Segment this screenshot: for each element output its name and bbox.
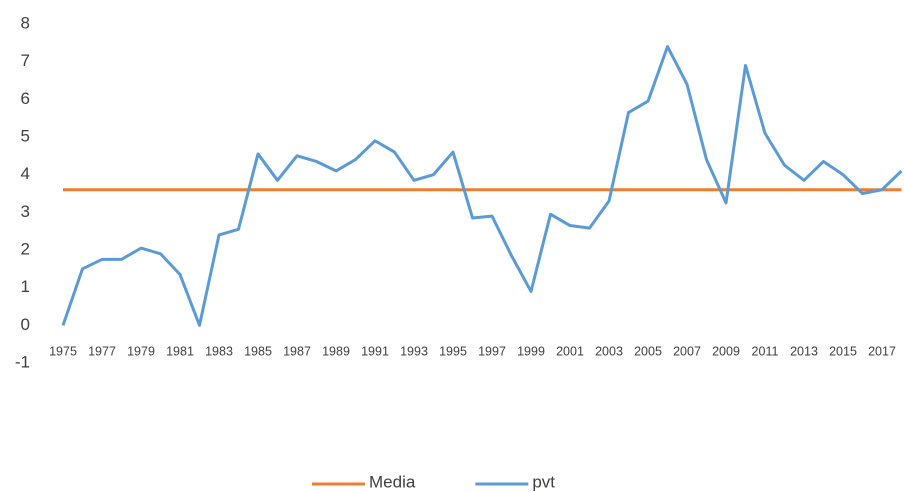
x-tick-label: 2009 <box>712 344 740 358</box>
y-tick-label: 1 <box>21 277 30 296</box>
x-tick-label: 1975 <box>49 344 77 358</box>
x-tick-label: 1981 <box>166 344 194 358</box>
x-tick-label: 2001 <box>556 344 584 358</box>
x-tick-label: 2003 <box>595 344 623 358</box>
x-tick-label: 2017 <box>868 344 896 358</box>
x-tick-label: 1985 <box>244 344 272 358</box>
x-tick-label: 2007 <box>673 344 701 358</box>
x-tick-label: 1983 <box>205 344 233 358</box>
y-tick-label: 5 <box>21 126 30 145</box>
x-tick-label: 1977 <box>88 344 116 358</box>
y-tick-label: 0 <box>21 315 30 334</box>
x-tick-label: 2011 <box>752 344 779 358</box>
x-tick-label: 1991 <box>361 344 389 358</box>
y-tick-label: -1 <box>15 352 30 371</box>
x-tick-label: 1997 <box>478 344 506 358</box>
legend-label: pvt <box>532 472 555 491</box>
x-tick-label: 1993 <box>400 344 428 358</box>
y-tick-label: 4 <box>21 164 30 183</box>
x-tick-label: 1995 <box>439 344 467 358</box>
x-tick-label: 1989 <box>322 344 350 358</box>
line-series <box>61 45 903 327</box>
x-tick-label: 1987 <box>283 344 311 358</box>
x-tick-label: 1979 <box>127 344 155 358</box>
y-tick-label: 2 <box>21 239 30 258</box>
x-tick-label: 2015 <box>829 344 857 358</box>
y-tick-label: 3 <box>21 202 30 221</box>
y-tick-label: 7 <box>21 51 30 70</box>
x-tick-label: 1999 <box>517 344 545 358</box>
y-tick-label: 6 <box>21 89 30 108</box>
y-tick-label: 8 <box>21 13 30 32</box>
x-tick-label: 2005 <box>634 344 662 358</box>
x-tick-label: 2013 <box>790 344 818 358</box>
legend-label: Media <box>369 472 416 491</box>
